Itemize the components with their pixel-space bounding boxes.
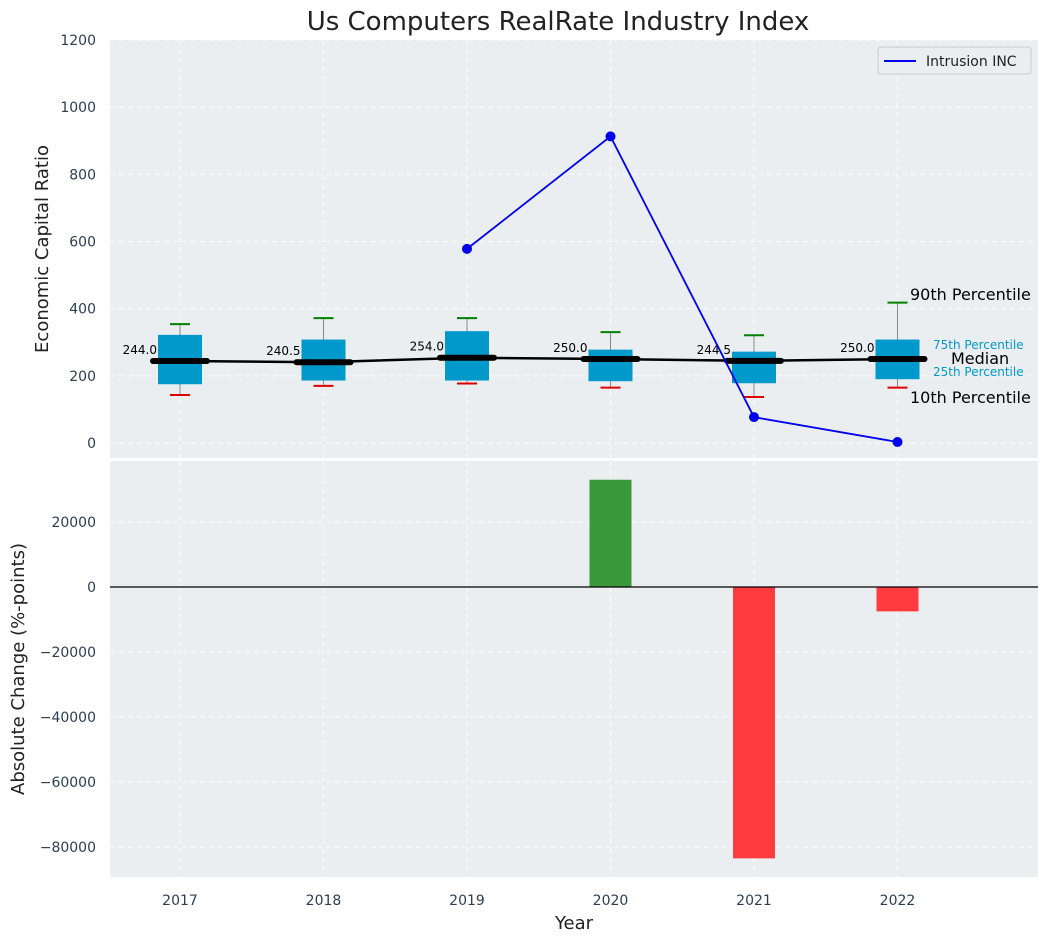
chart-title: Us Computers RealRate Industry Index	[307, 7, 810, 37]
bottom-y-axis-label: Absolute Change (%-points)	[8, 543, 29, 795]
change-bars	[589, 479, 919, 859]
legend-label: Intrusion INC	[926, 54, 1017, 70]
annotation-p90: 90th Percentile	[910, 285, 1031, 304]
top-y-tick-label: 1200	[60, 33, 96, 49]
bottom-y-tick-label: −80000	[40, 840, 96, 856]
annotation-median: Median	[951, 349, 1009, 368]
iqr-box	[732, 351, 776, 384]
top-y-axis-label: Economic Capital Ratio	[32, 145, 53, 353]
median-value-label: 254.0	[410, 340, 444, 354]
bottom-y-tick-label: −40000	[40, 710, 96, 726]
x-axis-label: Year	[554, 913, 594, 934]
median-trend-polyline	[179, 356, 898, 364]
annotation-p25: 25th Percentile	[933, 365, 1024, 379]
annotation-p10: 10th Percentile	[910, 388, 1031, 407]
median-value-label: 240.5	[266, 344, 300, 358]
negative-change-bar	[876, 587, 919, 612]
top-y-tick-label: 0	[87, 436, 96, 452]
annotation-p75: 75th Percentile	[933, 338, 1024, 352]
x-tick-label: 2018	[306, 893, 342, 909]
negative-change-bar	[733, 587, 775, 859]
median-trend-line	[179, 356, 898, 364]
median-value-label: 244.0	[123, 343, 157, 357]
x-ticks: 2017 2018 2019 2020 2021 2022	[162, 893, 915, 909]
series-point	[462, 243, 472, 254]
median-value-label: 244.5	[697, 343, 731, 357]
x-tick-label: 2020	[593, 893, 629, 909]
median-value-label: 250.0	[840, 341, 874, 355]
top-plot-area	[110, 40, 1038, 458]
bottom-y-tick-label: 0	[87, 580, 96, 596]
bottom-y-tick-label: −60000	[40, 775, 96, 791]
top-y-tick-label: 200	[69, 369, 96, 385]
top-y-tick-label: 1000	[60, 100, 96, 116]
bottom-plot-area	[110, 461, 1038, 877]
top-y-tick-label: 600	[69, 235, 96, 251]
x-tick-label: 2021	[736, 893, 772, 909]
series-point	[605, 131, 616, 142]
legend[interactable]: Intrusion INC	[877, 46, 1032, 75]
top-y-tick-label: 800	[69, 167, 96, 183]
median-value-label: 250.0	[553, 341, 587, 355]
series-point	[749, 412, 759, 423]
positive-change-bar	[589, 479, 632, 587]
bottom-y-tick-label: −20000	[40, 645, 96, 661]
company-series	[462, 131, 903, 447]
top-y-tick-label: 400	[69, 302, 96, 318]
series-point	[892, 436, 903, 447]
top-panel: 0 200 400 600 800 1000 1200 244.0 240.5 254.0 250…	[32, 33, 1038, 458]
iqr-box	[588, 349, 633, 382]
x-tick-label: 2019	[449, 893, 485, 909]
legend-box	[877, 46, 1032, 75]
x-tick-label: 2017	[162, 893, 198, 909]
bottom-y-ticks: −80000 −60000 −40000 −20000 0 20000	[40, 515, 96, 856]
bottom-y-tick-label: 20000	[51, 515, 96, 531]
top-y-ticks: 0 200 400 600 800 1000 1200	[60, 33, 96, 452]
series-line	[466, 135, 898, 443]
x-tick-label: 2022	[880, 893, 916, 909]
